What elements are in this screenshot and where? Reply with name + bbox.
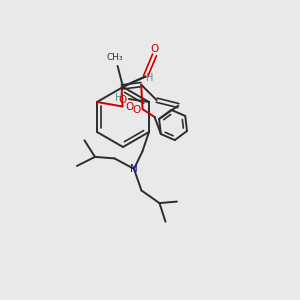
Text: O: O — [125, 101, 133, 112]
Text: H: H — [115, 92, 122, 103]
Text: O: O — [132, 105, 140, 115]
Text: CH₃: CH₃ — [106, 53, 123, 62]
Text: O: O — [150, 44, 159, 55]
Text: N: N — [130, 164, 138, 174]
Text: H: H — [146, 73, 153, 83]
Text: O: O — [118, 94, 127, 105]
